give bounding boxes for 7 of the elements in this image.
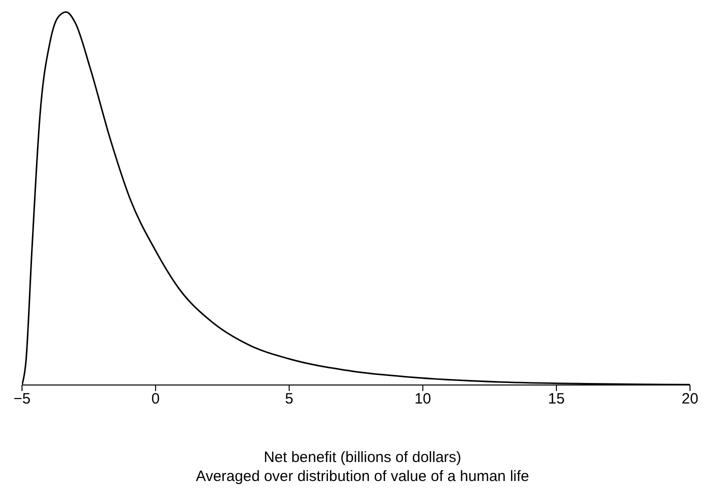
- x-tick-label: 10: [414, 390, 432, 408]
- x-tick-label: 15: [548, 390, 565, 408]
- x-axis-title: Net benefit (billions of dollars) Averaged over distribution of value of a human life: [194, 448, 530, 486]
- x-tick-label: −5: [13, 390, 31, 408]
- x-tick-label: 20: [682, 390, 698, 408]
- x-tick-label: 0: [151, 390, 160, 408]
- x-tick-label: 5: [285, 390, 294, 408]
